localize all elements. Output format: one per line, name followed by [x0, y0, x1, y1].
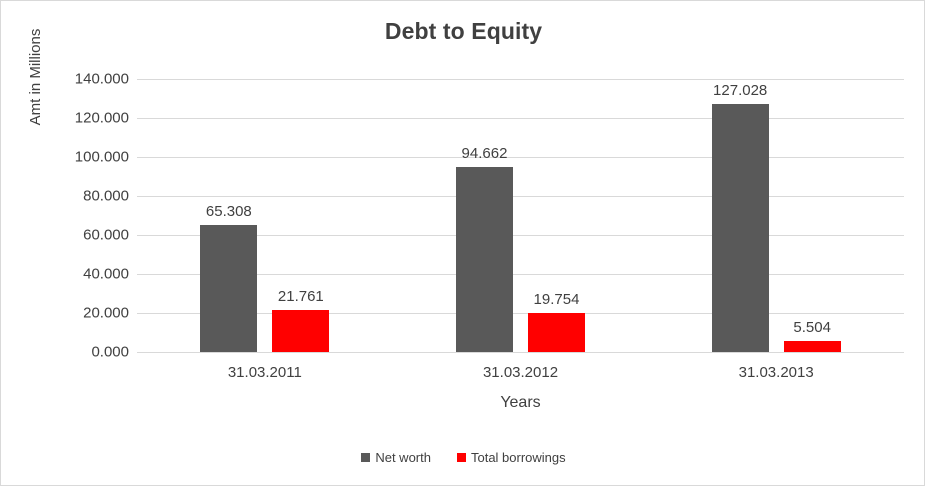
bar-group: 127.028 5.504: [648, 79, 904, 352]
bar-value-label: 94.662: [461, 145, 508, 163]
plot-area: 65.308 21.761 94.662 19.754 127.028 5.504: [137, 79, 904, 353]
y-axis-tick-label: 60.000: [83, 226, 129, 244]
bar-value-label: 5.504: [793, 319, 831, 337]
chart-title: Debt to Equity: [384, 18, 543, 44]
bar-group: 94.662 19.754: [393, 79, 649, 352]
bar-value-label: 127.028: [713, 82, 768, 100]
legend-item-net-worth[interactable]: Net worth: [361, 450, 431, 465]
gridline: [137, 196, 904, 197]
legend-label: Total borrowings: [470, 450, 566, 465]
gridline: [137, 157, 904, 158]
gridline: [137, 313, 904, 314]
y-axis-tick-label: 120.000: [74, 109, 129, 127]
bar-value-label: 65.308: [205, 202, 252, 220]
x-axis-line: [137, 352, 904, 353]
y-axis-tick-label: 20.000: [83, 304, 129, 322]
bar-value-label: 19.754: [533, 291, 580, 309]
y-axis-tick-labels: 140.000 120.000 100.000 80.000 60.000 40.000 2…: [1, 71, 129, 361]
x-axis-tick-labels: 31.03.2011 31.03.2012 31.03.2013: [137, 364, 904, 388]
y-axis-tick-label: 80.000: [83, 187, 129, 205]
legend-swatch-icon: [361, 453, 371, 462]
x-axis-tick-label: 31.03.2013: [738, 364, 814, 381]
gridline: [137, 235, 904, 236]
x-axis-tick-label: 31.03.2012: [482, 364, 559, 381]
y-axis-tick-label: 0.000: [91, 343, 129, 361]
legend-label: Net worth: [375, 450, 431, 465]
bar-net-worth[interactable]: [200, 224, 258, 352]
gridline: [137, 79, 904, 80]
bar-net-worth[interactable]: [455, 167, 513, 352]
bar-net-worth[interactable]: [711, 104, 769, 352]
bar-group: 65.308 21.761: [137, 79, 393, 352]
chart-legend: Net worth Total borrowings: [1, 450, 924, 465]
y-axis-tick-label: 100.000: [74, 148, 129, 166]
gridline: [137, 274, 904, 275]
y-axis-tick-label: 40.000: [83, 265, 129, 283]
legend-swatch-icon: [456, 453, 466, 462]
bar-value-label: 21.761: [277, 287, 324, 305]
x-axis-title: Years: [500, 394, 541, 411]
gridline: [137, 118, 904, 119]
bar-total-borrowings[interactable]: [272, 309, 330, 352]
x-axis-tick-label: 31.03.2011: [227, 364, 302, 381]
bar-total-borrowings[interactable]: [527, 313, 585, 352]
legend-item-total-borrowings[interactable]: Total borrowings: [456, 450, 566, 465]
bar-total-borrowings[interactable]: [783, 341, 841, 352]
y-axis-tick-label: 140.000: [74, 70, 129, 88]
